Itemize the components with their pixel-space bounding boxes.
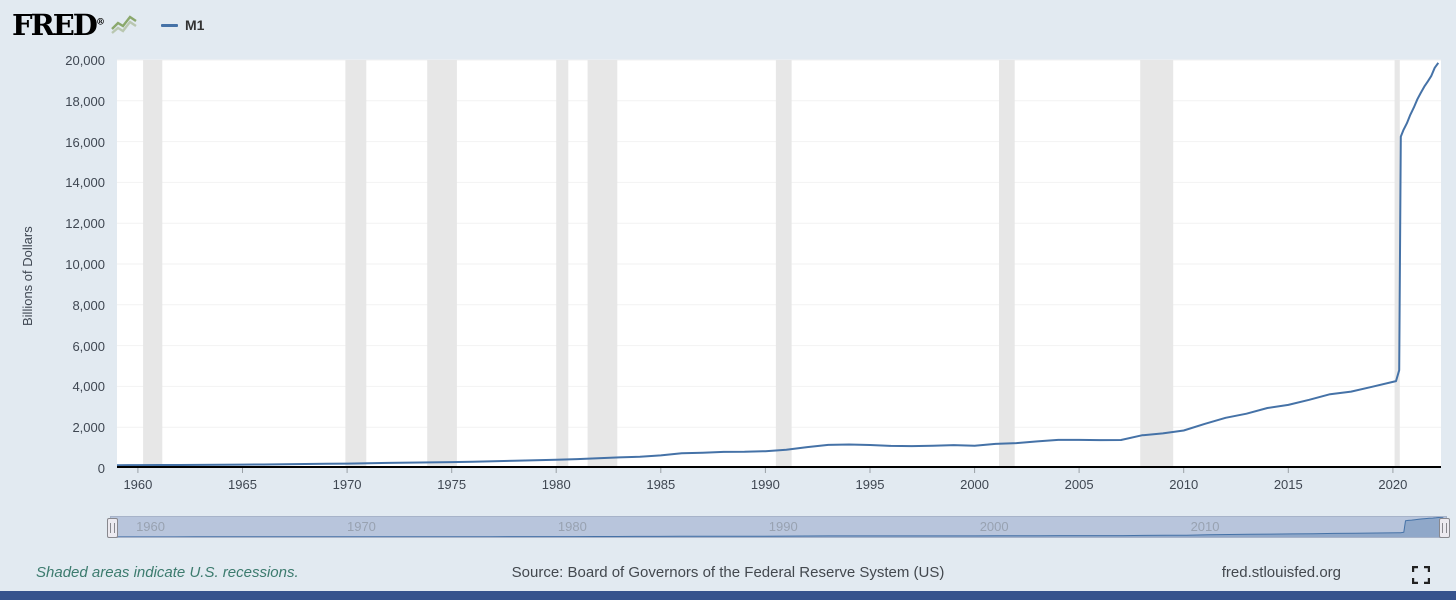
navigator-year-label: 1990 — [768, 519, 798, 534]
navigator-line — [111, 517, 1444, 537]
x-tick-label: 2000 — [960, 477, 990, 492]
x-tick-label: 1975 — [437, 477, 467, 492]
recession-band — [999, 60, 1015, 468]
bottom-bar — [0, 591, 1456, 600]
range-navigator[interactable]: 1960 1970 1980 1990 2000 2010 — [107, 516, 1450, 538]
recession-note-link[interactable]: Shaded areas indicate U.S. recessions. — [36, 564, 299, 581]
fred-logo[interactable]: FRED® — [12, 7, 105, 42]
plot-area[interactable] — [116, 59, 1441, 473]
y-tick-label: 4,000 — [72, 379, 105, 395]
x-tick-label: 2020 — [1378, 477, 1408, 492]
legend-line-swatch — [160, 23, 178, 27]
y-tick-label: 16,000 — [65, 134, 105, 150]
y-tick-label: 12,000 — [65, 216, 105, 232]
fred-logo-text: FRED — [12, 7, 98, 42]
fred-logo-chart-icon — [111, 15, 137, 34]
x-tick-label: 1980 — [541, 477, 571, 492]
recession-band — [775, 60, 792, 468]
recession-band — [1140, 60, 1174, 468]
y-tick-label: 6,000 — [72, 338, 105, 354]
legend-series-label: M1 — [184, 17, 205, 33]
x-tick-label: 2015 — [1273, 477, 1303, 492]
recession-band — [1394, 60, 1400, 468]
y-tick-label: 0 — [97, 461, 105, 476]
navigator-area — [111, 517, 1446, 537]
fullscreen-icon[interactable] — [1412, 566, 1430, 584]
navigator-year-label: 2010 — [1190, 519, 1220, 534]
x-tick-label: 2010 — [1169, 477, 1199, 492]
recession-band — [587, 60, 618, 468]
y-tick-label: 8,000 — [72, 297, 105, 313]
x-tick-label: 1970 — [332, 477, 362, 492]
y-tick-label: 18,000 — [65, 93, 105, 109]
chart-legend[interactable]: M1 — [160, 17, 205, 33]
y-tick-label: 10,000 — [65, 257, 105, 272]
x-tick-label: 1960 — [123, 477, 153, 492]
navigator-handle-left[interactable] — [107, 518, 118, 538]
navigator-year-label: 2000 — [979, 519, 1009, 534]
recession-band — [556, 60, 569, 468]
x-tick-label: 2005 — [1064, 477, 1094, 492]
y-tick-label: 2,000 — [72, 420, 105, 436]
recession-band — [143, 60, 163, 468]
site-link[interactable]: fred.stlouisfed.org — [1221, 564, 1341, 581]
registered-mark: ® — [95, 16, 105, 27]
x-tick-label: 1990 — [750, 477, 780, 492]
series-line-m1[interactable] — [116, 62, 1440, 467]
navigator-year-label: 1980 — [557, 519, 587, 534]
y-tick-label: 20,000 — [65, 53, 105, 68]
x-tick-label: 1965 — [228, 477, 257, 492]
navigator-year-label: 1960 — [136, 519, 165, 534]
navigator-handle-right[interactable] — [1439, 518, 1450, 538]
x-tick-label: 1995 — [855, 477, 885, 492]
x-tick-label: 1985 — [646, 477, 676, 492]
navigator-year-label: 1970 — [346, 519, 376, 534]
header: FRED® M1 — [12, 7, 204, 43]
recession-band — [427, 60, 457, 468]
recession-band — [345, 60, 367, 468]
source-text: Source: Board of Governors of the Federa… — [511, 564, 945, 581]
y-tick-label: 14,000 — [65, 175, 105, 191]
